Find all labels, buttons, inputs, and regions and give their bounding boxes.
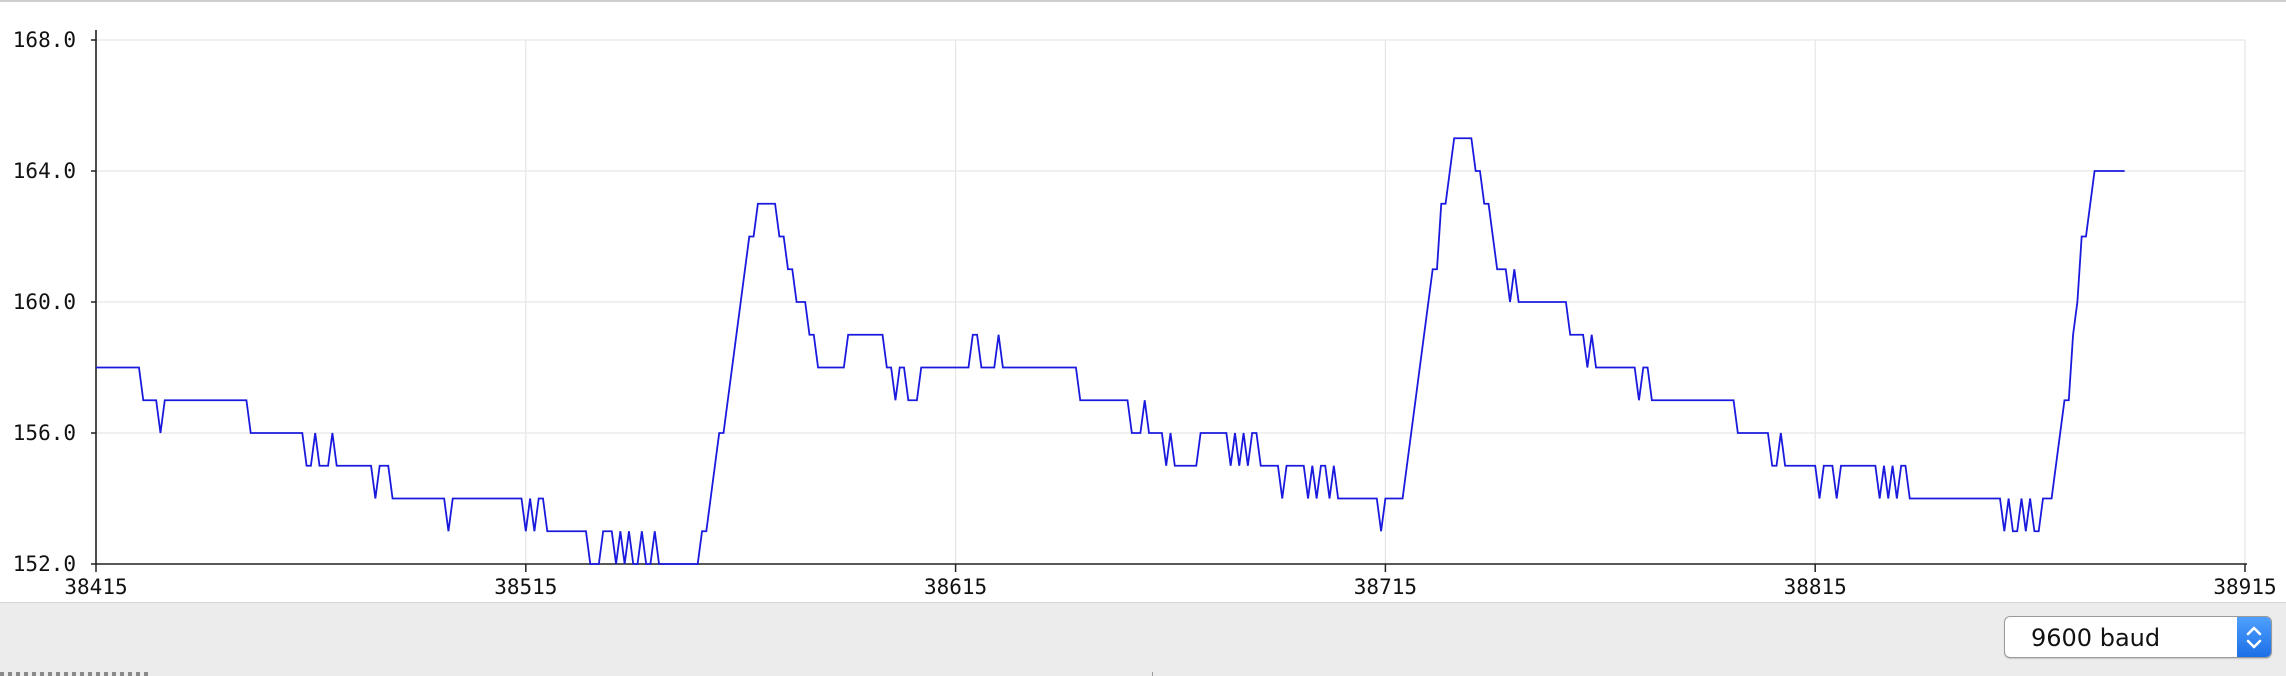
x-tick-label: 38615	[924, 575, 987, 599]
plot-series-line	[96, 137, 2125, 565]
plot-axes	[91, 30, 2247, 572]
y-tick-label: 160.0	[13, 290, 76, 314]
y-tick-label: 156.0	[13, 421, 76, 445]
window-split-divider	[1152, 672, 1153, 676]
x-tick-label: 38915	[2213, 575, 2276, 599]
plot-series	[96, 137, 2125, 565]
plot-tick-labels: 152.0 156.0 160.0 164.0 168.0 38415 38515 38615…	[13, 28, 2277, 599]
y-tick-label: 168.0	[13, 28, 76, 52]
y-tick-label: 164.0	[13, 159, 76, 183]
x-tick-label: 38515	[494, 575, 557, 599]
baud-rate-value: 9600 baud	[2031, 624, 2161, 652]
plotter-bottom-bar: 9600 baud	[0, 602, 2286, 676]
y-tick-label: 152.0	[13, 552, 76, 576]
serial-plot-area: 152.0 156.0 160.0 164.0 168.0 38415 38515 38615…	[13, 28, 2277, 599]
x-tick-label: 38715	[1354, 575, 1417, 599]
baud-rate-select[interactable]: 9600 baud	[2004, 616, 2272, 658]
x-tick-label: 38815	[1784, 575, 1847, 599]
x-tick-label: 38415	[64, 575, 127, 599]
plot-gridlines	[95, 39, 2246, 565]
select-stepper-icon[interactable]	[2237, 617, 2271, 657]
window-resize-strip	[0, 672, 150, 676]
